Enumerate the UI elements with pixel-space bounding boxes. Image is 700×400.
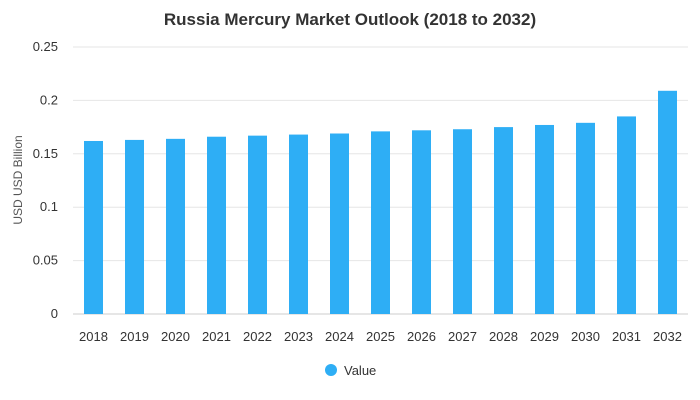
legend-marker-value [325,364,337,376]
x-tick-label: 2021 [202,329,231,344]
chart-title: Russia Mercury Market Outlook (2018 to 2… [164,10,536,29]
bar-2019[interactable] [125,139,144,314]
y-tick-label: 0.15 [33,146,58,161]
x-tick-label: 2031 [612,329,641,344]
bar-2024[interactable] [330,133,349,314]
y-tick-label: 0.1 [40,199,58,214]
bar-2026[interactable] [412,130,431,314]
x-axis-ticks: 2018 2019 2020 2021 2022 2023 2024 2025 2026 2027… [79,329,682,344]
legend-label-value: Value [344,363,376,378]
y-tick-label: 0.2 [40,92,58,107]
bar-2021[interactable] [207,136,226,314]
legend[interactable]: Value [325,363,376,378]
x-tick-label: 2030 [571,329,600,344]
x-tick-label: 2026 [407,329,436,344]
x-tick-label: 2018 [79,329,108,344]
y-tick-label: 0.25 [33,39,58,54]
x-tick-label: 2023 [284,329,313,344]
y-tick-label: 0.05 [33,253,58,268]
x-tick-label: 2028 [489,329,518,344]
bar-2031[interactable] [617,116,636,314]
x-tick-label: 2029 [530,329,559,344]
x-tick-label: 2019 [120,329,149,344]
bar-2022[interactable] [248,135,267,314]
y-axis-ticks: 0 0.05 0.1 0.15 0.2 0.25 [33,39,58,321]
bars [84,90,677,315]
bar-2025[interactable] [371,131,390,314]
bar-2023[interactable] [289,134,308,314]
x-tick-label: 2032 [653,329,682,344]
y-tick-label: 0 [51,306,58,321]
bar-2030[interactable] [576,122,595,314]
x-tick-label: 2022 [243,329,272,344]
x-tick-label: 2024 [325,329,354,344]
bar-2020[interactable] [166,138,185,314]
bar-2018[interactable] [84,140,103,314]
x-tick-label: 2025 [366,329,395,344]
x-tick-label: 2020 [161,329,190,344]
bar-2027[interactable] [453,129,472,314]
x-tick-label: 2027 [448,329,477,344]
bar-2028[interactable] [494,127,513,314]
y-axis-label: USD USD Billion [11,135,25,224]
bar-2029[interactable] [535,124,554,315]
bar-2032[interactable] [658,90,677,315]
